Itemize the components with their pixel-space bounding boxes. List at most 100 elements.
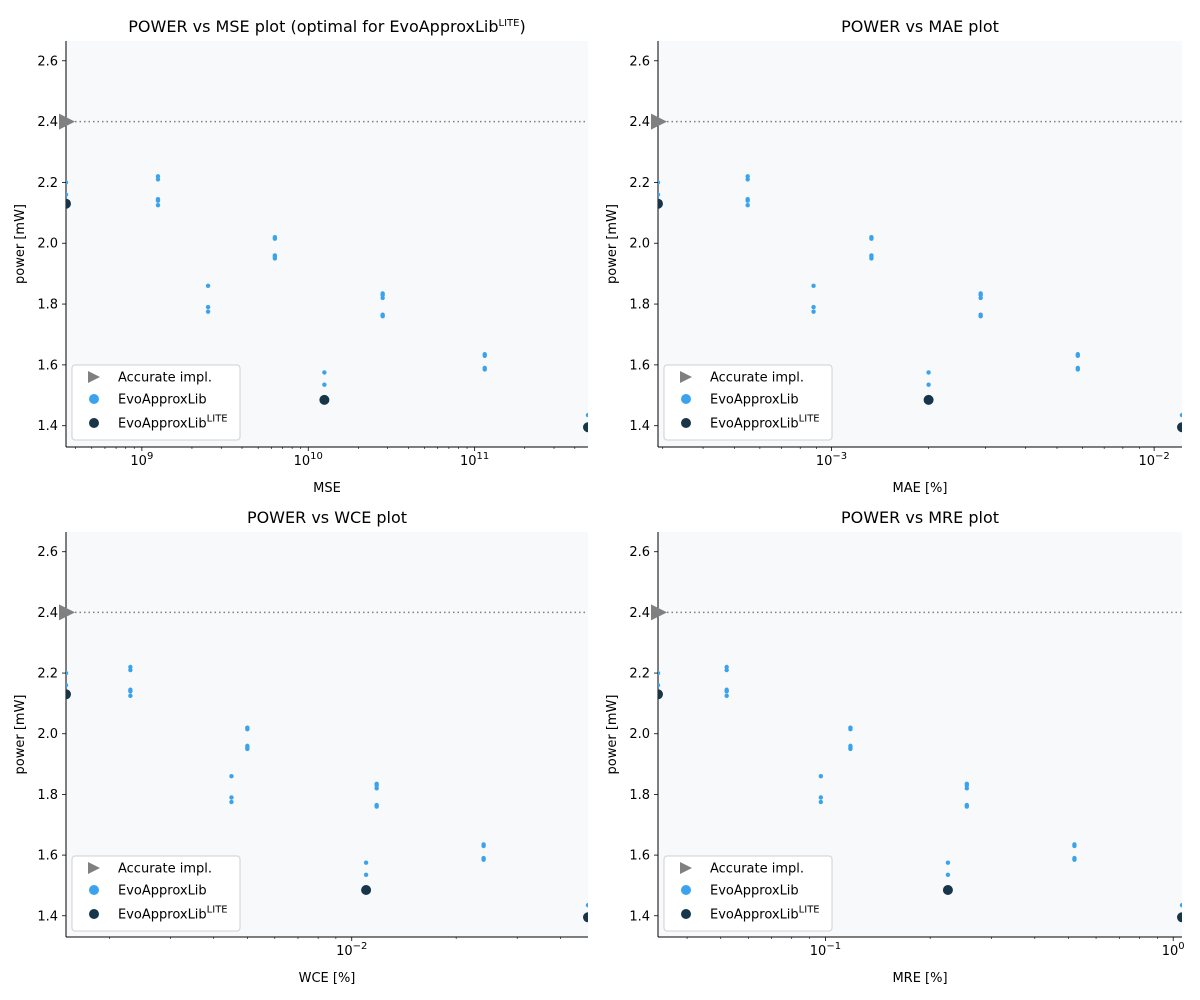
chart-title: POWER vs MAE plot xyxy=(841,17,999,36)
y-tick-label: 2.6 xyxy=(37,545,58,560)
legend-box xyxy=(71,855,241,932)
evoapproxlib-point xyxy=(363,872,369,878)
chart-panel-2: 10−3 10−2 1.4 1.6 1.8 2.0 2.2 2.4 2.6 POWER vs MA… xyxy=(605,17,1182,496)
evoapproxlib-point xyxy=(1075,367,1081,372)
evoapproxlib-point xyxy=(205,304,211,310)
legend-dot-icon xyxy=(89,394,99,404)
legend-triangle-icon xyxy=(680,371,692,383)
evoapproxlib-point xyxy=(205,283,211,289)
legend-label: EvoApproxLibLITE xyxy=(118,414,228,432)
evoapproxlib-point xyxy=(811,304,816,310)
legend: Accurate impl. EvoApproxLib EvoApproxLibLI… xyxy=(71,855,241,932)
legend-label: EvoApproxLibLITE xyxy=(710,414,820,432)
evoapproxlib-point xyxy=(380,292,385,298)
legend-box xyxy=(663,364,833,441)
evoapproxlib-point xyxy=(245,726,250,732)
evoapproxlib-point xyxy=(128,693,133,699)
evoapproxlib-point xyxy=(272,256,278,261)
x-tick-label: 10−1 xyxy=(810,941,841,959)
evoapproxlib-point xyxy=(272,236,278,241)
x-tick-label: 10−3 xyxy=(816,451,847,469)
evoapproxlib-point xyxy=(374,783,379,788)
y-tick-label: 2.6 xyxy=(37,54,58,69)
evoapproxlib-point xyxy=(978,295,983,301)
chart-panel-3: 10−2 1.4 1.6 1.8 2.0 2.2 2.4 2.6 POWER vs WCE pl… xyxy=(13,508,588,986)
x-tick-label: 1010 xyxy=(294,451,323,469)
evoapproxlib-point xyxy=(745,174,750,179)
evoapproxlib-point xyxy=(245,746,250,752)
evoapproxlib-point xyxy=(978,314,983,319)
y-tick-label: 2.4 xyxy=(37,606,58,621)
legend-label: EvoApproxLib xyxy=(118,884,207,899)
x-tick-label: 10−2 xyxy=(1138,451,1169,469)
y-tick-label: 2.0 xyxy=(629,727,650,742)
legend-label: EvoApproxLib xyxy=(710,393,799,408)
y-tick-label: 1.4 xyxy=(37,909,58,924)
legend-lite-dot-icon xyxy=(89,418,99,428)
evoapproxlib-point xyxy=(66,670,69,676)
evoapproxlib-lite-point xyxy=(1177,422,1182,433)
y-tick-label: 1.4 xyxy=(629,909,650,924)
legend-label: Accurate impl. xyxy=(118,371,212,386)
evoapproxlib-point xyxy=(66,683,69,688)
legend-triangle-icon xyxy=(88,862,100,874)
chart-title: POWER vs WCE plot xyxy=(247,508,407,527)
evoapproxlib-point xyxy=(869,256,874,261)
evoapproxlib-point xyxy=(66,192,69,197)
evoapproxlib-point xyxy=(155,174,161,179)
legend-lite-dot-icon xyxy=(89,909,99,919)
evoapproxlib-point xyxy=(745,177,750,182)
chart-panel-4: 10−1 100 1.4 1.6 1.8 2.0 2.2 2.4 2.6 POWER vs MRE… xyxy=(605,508,1185,986)
evoapproxlib-point xyxy=(926,370,931,375)
evoapproxlib-point xyxy=(658,180,661,185)
evoapproxlib-point xyxy=(229,799,234,805)
x-axis-label: MRE [%] xyxy=(892,971,947,986)
y-tick-label: 1.4 xyxy=(37,419,58,434)
evoapproxlib-lite-point xyxy=(1177,912,1182,923)
y-tick-label: 2.0 xyxy=(37,727,58,742)
y-axis-label: power [mW] xyxy=(13,695,28,775)
evoapproxlib-point xyxy=(724,664,729,670)
evoapproxlib-point xyxy=(1179,412,1182,418)
evoapproxlib-lite-point xyxy=(66,689,71,700)
chart-panel-1: 109 1010 1011 1.4 1.6 1.8 2.0 2.2 2.4 2.6 POWER vs… xyxy=(13,17,588,496)
chart-title: POWER vs MSE plot (optimal for EvoApprox… xyxy=(128,17,525,36)
y-tick-label: 2.4 xyxy=(629,115,650,130)
evoapproxlib-point xyxy=(380,295,385,301)
evoapproxlib-point xyxy=(155,177,161,182)
x-tick-label: 10−2 xyxy=(336,941,367,959)
x-tick-label: 1011 xyxy=(460,451,489,469)
evoapproxlib-point xyxy=(481,857,486,862)
evoapproxlib-point xyxy=(66,180,69,185)
data-points xyxy=(658,664,1182,923)
legend-label: EvoApproxLib xyxy=(118,393,207,408)
y-axis-label: power [mW] xyxy=(13,204,28,284)
evoapproxlib-point xyxy=(869,236,874,241)
data-points xyxy=(658,174,1182,433)
evoapproxlib-point xyxy=(811,283,816,289)
evoapproxlib-point xyxy=(363,860,369,865)
y-tick-label: 2.2 xyxy=(37,667,58,682)
legend-dot-icon xyxy=(89,885,99,895)
x-tick-label: 100 xyxy=(1162,941,1185,959)
evoapproxlib-point xyxy=(745,203,750,208)
evoapproxlib-point xyxy=(724,689,729,694)
x-axis-label: MAE [%] xyxy=(893,481,948,496)
y-tick-label: 1.6 xyxy=(37,849,58,864)
accurate-impl-marker xyxy=(59,604,75,621)
evoapproxlib-point xyxy=(229,774,234,779)
y-tick-label: 2.4 xyxy=(629,606,650,621)
evoapproxlib-lite-point xyxy=(66,198,71,209)
y-tick-label: 1.6 xyxy=(629,358,650,373)
evoapproxlib-lite-point xyxy=(361,884,372,895)
accurate-impl-marker xyxy=(651,113,667,130)
legend-label: Accurate impl. xyxy=(710,862,804,877)
y-tick-label: 2.2 xyxy=(629,667,650,682)
legend-label: EvoApproxLibLITE xyxy=(710,905,820,923)
evoapproxlib-point xyxy=(964,804,970,809)
y-tick-label: 2.6 xyxy=(629,54,650,69)
evoapproxlib-point xyxy=(374,804,379,809)
accurate-impl-marker xyxy=(651,604,667,621)
evoapproxlib-point xyxy=(658,192,661,197)
evoapproxlib-point xyxy=(724,667,729,673)
